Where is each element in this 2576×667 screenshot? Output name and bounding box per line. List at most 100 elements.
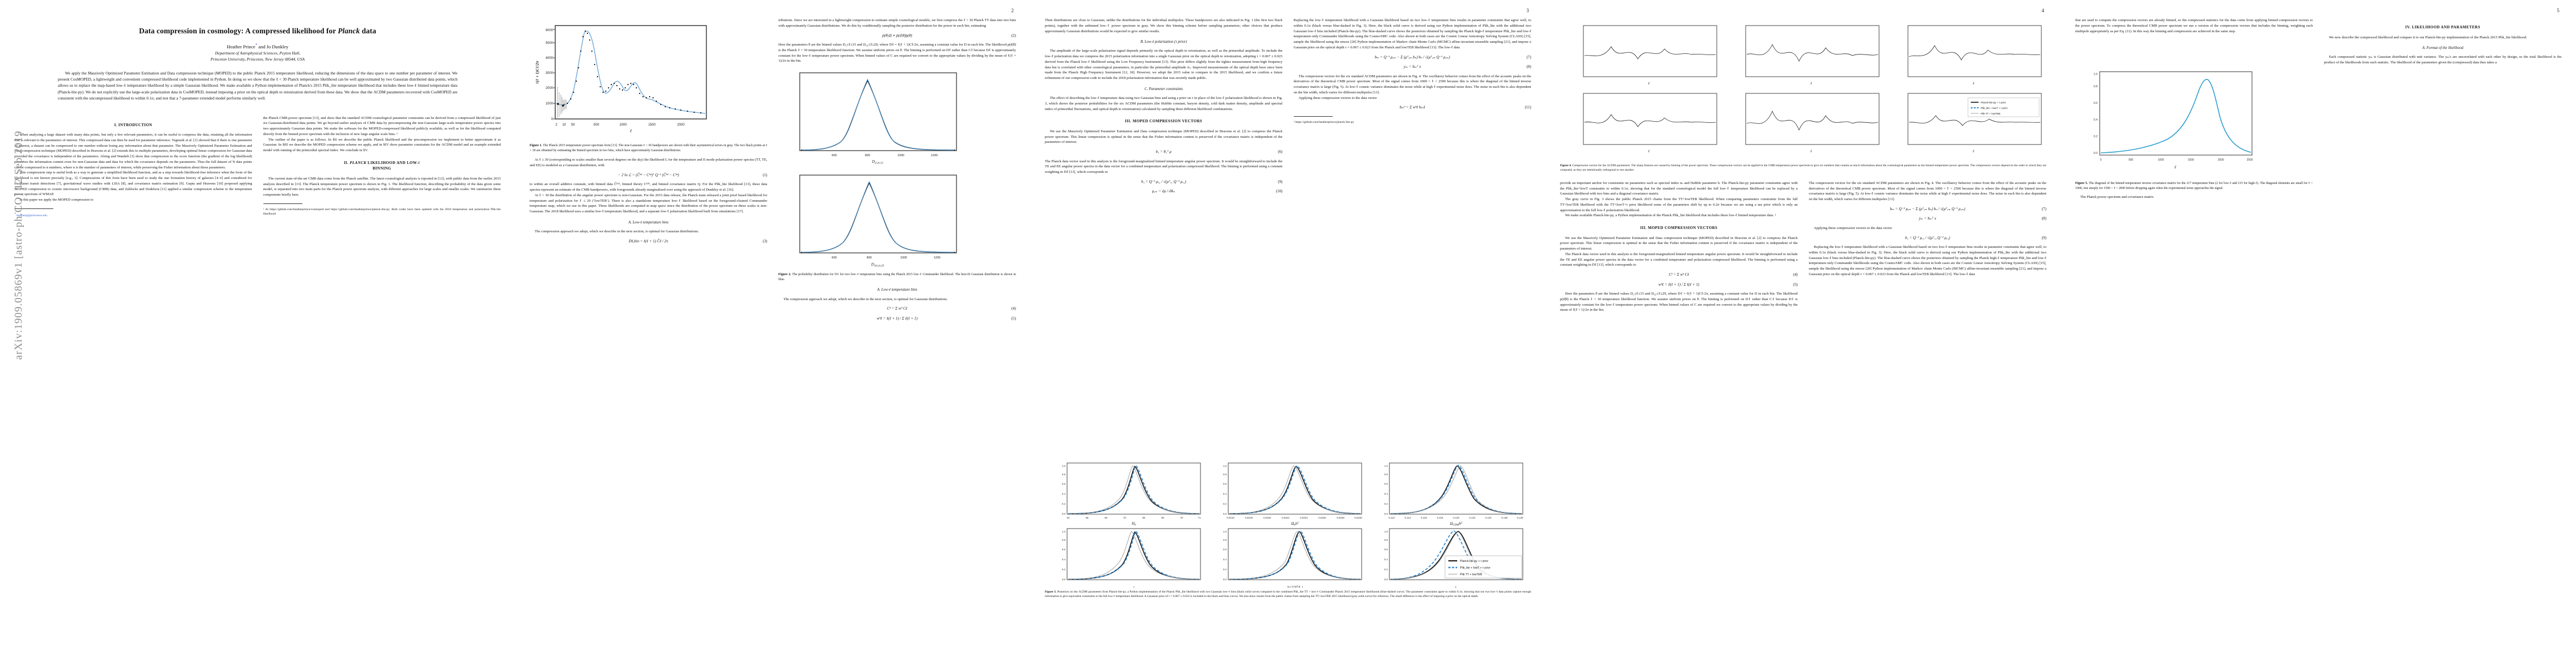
svg-text:0.2: 0.2	[1062, 502, 1066, 505]
equation-8-body: yₘ = bₘᵀ x	[1403, 64, 1421, 69]
subsection-format-of-likelihood: A. Format of the likelihood	[2422, 46, 2464, 51]
svg-text:2000: 2000	[2218, 158, 2224, 162]
figure-4-plot: ℓ ℓ ℓ ℓ	[1583, 25, 2042, 153]
equation-10-number: (10)	[1275, 189, 1283, 194]
figure-3-label: Figure 3.	[1045, 590, 1058, 594]
paragraph: At ℓ ≥ 30 (corresponding to scales small…	[530, 158, 768, 168]
equation-9b-body: b₁ = Q⁻¹ μ,₁ / √(μᵀ,₁ Q⁻¹ μ,₁)	[1905, 235, 1950, 240]
paragraph: When analyzing a large dataset with many…	[14, 133, 252, 170]
svg-text:0.8: 0.8	[1062, 473, 1066, 476]
equation-8-number: (8)	[1526, 64, 1531, 69]
email-link[interactable]: heatherp@princeton.edu	[16, 213, 47, 217]
svg-text:0.6: 0.6	[1384, 548, 1388, 551]
svg-text:0.4: 0.4	[1384, 558, 1388, 561]
sec2-planck: PLANCK	[350, 160, 367, 165]
paragraph: that are used to compute the compression…	[2075, 18, 2313, 33]
svg-text:0.124: 0.124	[1485, 516, 1492, 519]
title-planck: Planck	[337, 27, 360, 35]
figure-4-panel-6: ℓ Planck-lite-py + τ prior Plik_lite + l…	[1907, 93, 2042, 153]
footnote-rule	[263, 203, 302, 204]
svg-text:1.0: 1.0	[1384, 465, 1388, 467]
figure-5: 0.0 0.2 0.4 0.6 0.8 1.0 0 500 1000 1500 …	[2075, 67, 2313, 191]
figure-1-plot: 0 1000 2000 3000 4000 5000 6000	[535, 25, 707, 133]
equation-10-body: μ,ₘ = ∂μ / ∂θₘ	[1152, 189, 1175, 194]
equation-2-number: (2)	[1011, 33, 1016, 38]
title-part-a: Data compression in cosmology: A compres…	[139, 27, 338, 35]
page-2: 2 0 1000 2000 3000 4000 5000 6000	[515, 0, 1030, 667]
svg-text:4000: 4000	[546, 57, 554, 60]
page-4-columns: provide an important anchor for constrai…	[1560, 181, 2046, 313]
svg-text:1500: 1500	[648, 123, 656, 127]
figure-1-label: Figure 1.	[530, 144, 543, 147]
equation-2-body: p(θ|d) ∝ p(d|θ)p(θ)	[882, 33, 913, 38]
svg-text:Ωbh2: Ωbh2	[1291, 521, 1299, 527]
page-2-column-left: 0 1000 2000 3000 4000 5000 6000	[530, 18, 768, 325]
svg-text:1.0: 1.0	[1062, 530, 1066, 533]
arxiv-stamp: arXiv:1909.05869v1 [astro-ph.CO] 12 Sep …	[13, 130, 24, 360]
paragraph: tributions. Since we are interested in a…	[778, 18, 1017, 28]
paragraph: to within an overall additive constant, …	[530, 182, 768, 192]
paragraph: The Planck power spectrum and covariance…	[2080, 195, 2154, 199]
svg-text:Plik TT + lowTEB: Plik TT + lowTEB	[1460, 573, 1482, 576]
figure-2-caption: Figure 2. The probability distribution f…	[779, 272, 1017, 282]
author-prince: Heather Prince	[227, 43, 256, 49]
svg-text:0.0: 0.0	[1062, 578, 1066, 581]
svg-text:0.126: 0.126	[1501, 516, 1508, 519]
figure-2-caption-text: The probability distribution for Dℓ for …	[778, 273, 1016, 281]
svg-text:H0: H0	[1131, 521, 1136, 527]
svg-text:500: 500	[2129, 158, 2134, 162]
footnote-2-link[interactable]: ² https://github.com/heatherprince/planc…	[1293, 120, 1354, 124]
paragraph: We make available Planck-lite-py, a Pyth…	[1565, 213, 1776, 218]
svg-text:68: 68	[1142, 516, 1145, 519]
paragraph: Applying these compression vectors to th…	[1298, 96, 1377, 100]
page-1: arXiv:1909.05869v1 [astro-ph.CO] 12 Sep …	[0, 0, 515, 667]
corresponding-author-marker[interactable]: *	[255, 43, 257, 47]
svg-text:0.0230: 0.0230	[1354, 516, 1362, 519]
svg-text:1.0: 1.0	[1223, 530, 1227, 533]
paragraph: Here the parameters θ are the binned val…	[1560, 292, 1798, 312]
svg-text:0.0216: 0.0216	[1227, 516, 1234, 519]
svg-text:Plik_lite + lowT + τ prior: Plik_lite + lowT + τ prior	[1460, 566, 1491, 570]
svg-text:ℓ: ℓ	[1648, 150, 1650, 153]
svg-text:ΩCDMh2: ΩCDMh2	[1450, 521, 1463, 527]
paragraph: Here the parameters θ are the binned val…	[778, 43, 1017, 63]
figure-4-panel-2: ℓ	[1745, 25, 1880, 86]
page-5-column-right: IV. LIKELIHOOD AND PARAMETERS We now des…	[2324, 18, 2562, 200]
equation-10: μ,ₘ = ∂μ / ∂θₘ (10)	[1045, 188, 1283, 195]
page-5-column-left: that are used to compute the compression…	[2075, 18, 2313, 200]
svg-text:67: 67	[1123, 516, 1127, 519]
equation-9b: b₁ = Q⁻¹ μ,₁ / √(μᵀ,₁ Q⁻¹ μ,₁) (9)	[1809, 235, 2046, 241]
figure-3-panel-Obh2: 0.0 0.2 0.4 0.6 0.8 1.0 0.0216 0.0218 0.0220…	[1223, 462, 1362, 527]
page-5: 5 that are used to compute the compressi…	[2061, 0, 2576, 667]
svg-text:800: 800	[866, 256, 871, 260]
email-footnote: * heatherp@princeton.edu	[14, 212, 252, 218]
svg-text:0.4: 0.4	[1384, 492, 1388, 495]
figure-4: ℓ ℓ ℓ ℓ	[1560, 22, 2046, 173]
section-heading-likelihood-parameters: IV. LIKELIHOOD AND PARAMETERS	[2405, 25, 2480, 29]
figure-3-panel-Ocdmh2: 0.0 0.2 0.4 0.6 0.8 1.0 0.112 0.114 0.116 0.1…	[1384, 462, 1523, 527]
equation-9-body: b₁ = Q⁻¹ μ,₁ / √(μᵀ,₁ Q⁻¹ μ,₁)	[1141, 179, 1187, 184]
svg-text:0.0220: 0.0220	[1263, 516, 1271, 519]
svg-text:0: 0	[551, 118, 554, 121]
figure-4-legend: Planck-lite-py + τ prior Plik_lite + low…	[1967, 97, 2040, 117]
svg-text:0.0: 0.0	[2094, 152, 2097, 155]
svg-text:0.2: 0.2	[1223, 568, 1227, 571]
svg-text:1.0: 1.0	[2094, 73, 2097, 76]
figure-3-panel-ns: 0.0 0.2 0.4 0.6 0.8 1.0 ns Planck-lite-py +…	[1384, 528, 1523, 588]
svg-text:0.0222: 0.0222	[1282, 516, 1289, 519]
equation-5b-body: wᵇℓ = ℓ(ℓ + 1) / Σ ℓ(ℓ + 1)	[1658, 282, 1700, 287]
page-4: 4 ℓ ℓ ℓ	[1546, 0, 2061, 667]
svg-text:0.6: 0.6	[1223, 548, 1227, 551]
page-title: Data compression in cosmology: A compres…	[14, 27, 501, 36]
paragraph: In this paper we apply the MOPED compres…	[19, 198, 93, 202]
svg-text:0.6: 0.6	[1062, 548, 1066, 551]
section-heading-moped-vectors-2: III. MOPED COMPRESSION VECTORS	[1640, 226, 1718, 231]
equation-3-number: (3)	[763, 238, 768, 243]
equation-8b: yₘ = bₘᵀ x (8)	[1809, 216, 2046, 222]
svg-text:1200: 1200	[930, 154, 937, 157]
svg-text:0.6: 0.6	[1062, 482, 1066, 485]
equation-1: − 2 ln ℒ = (Ĉᵇᵈ − Cᵇᵈ)ᵀ Q⁻¹ (Ĉᵇᵈ − Cᵇᵈ…	[530, 172, 768, 178]
equation-4-number: (4)	[1011, 306, 1016, 311]
svg-text:ℓ: ℓ	[1972, 150, 1975, 153]
